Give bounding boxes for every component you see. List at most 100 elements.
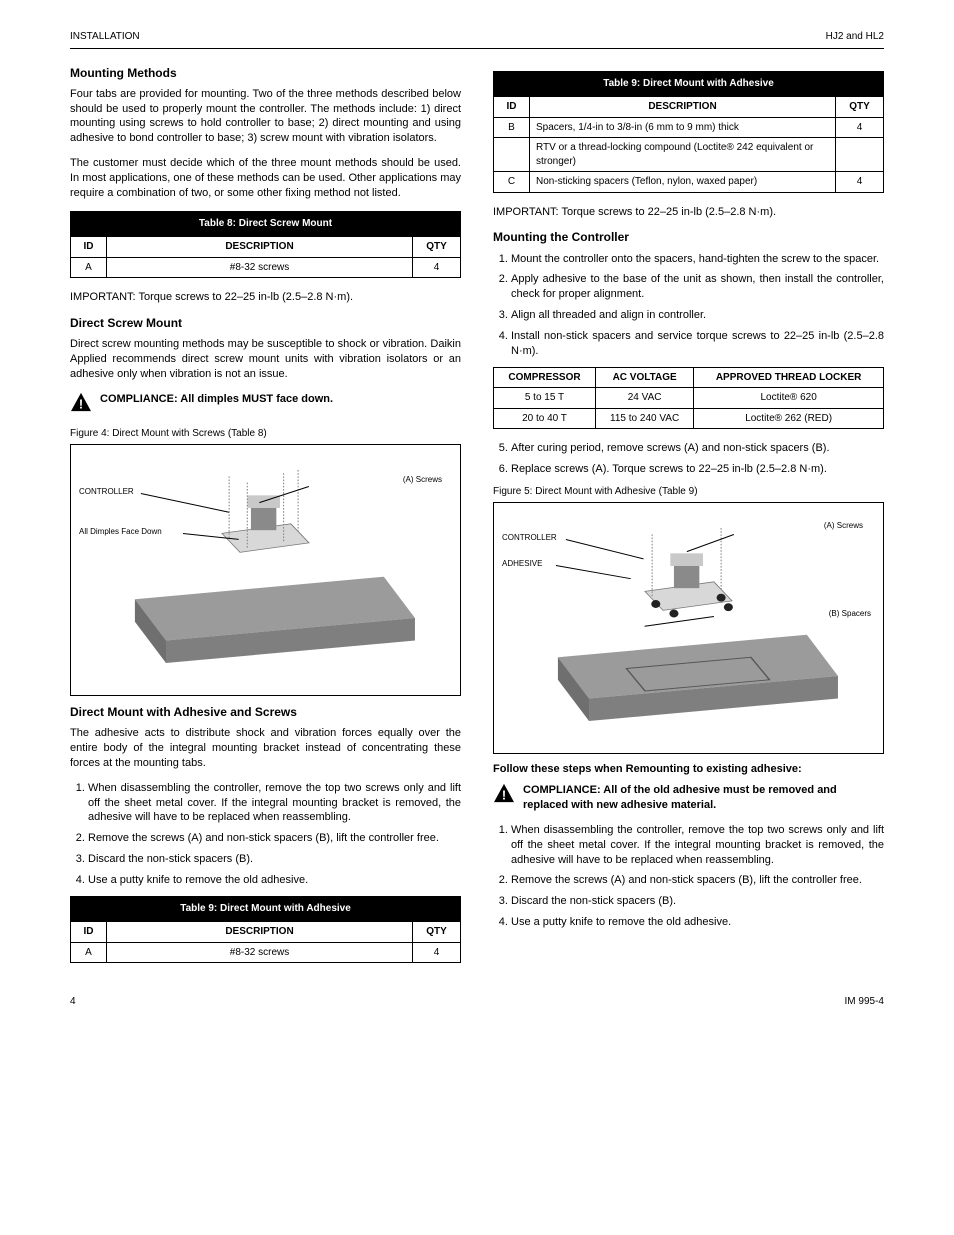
table-9b-r2c2: 4 bbox=[836, 172, 884, 193]
list-item: Apply adhesive to the base of the unit a… bbox=[511, 272, 884, 302]
figure-4-slab bbox=[110, 558, 421, 671]
table-row: B Spacers, 1/4-in to 3/8-in (6 mm to 9 m… bbox=[494, 117, 884, 138]
footer-page: 4 bbox=[70, 995, 76, 1009]
page-header: INSTALLATION HJ2 and HL2 bbox=[70, 30, 884, 44]
svg-text:!: ! bbox=[502, 787, 506, 802]
figure-5-slab bbox=[533, 616, 844, 729]
table-row: RTV or a thread-locking compound (Loctit… bbox=[494, 138, 884, 172]
table-9b-h1: DESCRIPTION bbox=[530, 97, 836, 118]
mounting-methods-para1: Four tabs are provided for mounting. Two… bbox=[70, 87, 461, 146]
section-title-mounting-methods: Mounting Methods bbox=[70, 65, 461, 81]
table-9b-r1c2 bbox=[836, 138, 884, 172]
table-10-r0c0: 5 to 15 T bbox=[494, 388, 596, 409]
table-10-h2: APPROVED THREAD LOCKER bbox=[694, 367, 884, 388]
list-item: Align all threaded and align in controll… bbox=[511, 308, 884, 323]
header-right: HJ2 and HL2 bbox=[826, 30, 884, 44]
table-10-r1c1: 115 to 240 VAC bbox=[595, 408, 693, 429]
table-8-caption: Table 8: Direct Screw Mount bbox=[70, 211, 461, 237]
table-8: Table 8: Direct Screw Mount ID DESCRIPTI… bbox=[70, 211, 461, 279]
header-rule bbox=[70, 48, 884, 49]
list-item: Remove the screws (A) and non-stick spac… bbox=[88, 831, 461, 846]
table-9b-r1c0 bbox=[494, 138, 530, 172]
table-row: 20 to 40 T 115 to 240 VAC Loctite® 262 (… bbox=[494, 408, 884, 429]
table-8-h1: DESCRIPTION bbox=[107, 237, 413, 258]
table-9-caption: Table 9: Direct Mount with Adhesive bbox=[70, 896, 461, 922]
page-footer: 4 IM 995-4 bbox=[70, 995, 884, 1009]
list-item: Use a putty knife to remove the old adhe… bbox=[88, 873, 461, 888]
table-9b-h2: QTY bbox=[836, 97, 884, 118]
table-10-h0: COMPRESSOR bbox=[494, 367, 596, 388]
fig5-lbl-spacers: (B) Spacers bbox=[829, 609, 871, 620]
section-title-direct-screw: Direct Screw Mount bbox=[70, 315, 461, 331]
fig5-lbl-adhesive: ADHESIVE bbox=[502, 559, 542, 570]
table-row: COMPRESSOR AC VOLTAGE APPROVED THREAD LO… bbox=[494, 367, 884, 388]
adhesive-para: The adhesive acts to distribute shock an… bbox=[70, 726, 461, 771]
table-9-h1: DESCRIPTION bbox=[107, 922, 413, 943]
section-title-mounting-ctrl: Mounting the Controller bbox=[493, 229, 884, 245]
list-item: After curing period, remove screws (A) a… bbox=[511, 441, 884, 456]
figure-4: CONTROLLER All Dimples Face Down (A) Scr… bbox=[70, 444, 461, 696]
table-9b-note: IMPORTANT: Torque screws to 22–25 in-lb … bbox=[493, 205, 884, 220]
table-row: 5 to 15 T 24 VAC Loctite® 620 bbox=[494, 388, 884, 409]
table-9b-r2c1: Non-sticking spacers (Teflon, nylon, wax… bbox=[530, 172, 836, 193]
table-9b: Table 9: Direct Mount with Adhesive ID D… bbox=[493, 71, 884, 193]
compliance-text: COMPLIANCE: All dimples MUST face down. bbox=[100, 392, 461, 407]
figure-5: CONTROLLER ADHESIVE (A) Screws (B) Space… bbox=[493, 502, 884, 754]
table-8-r0c0: A bbox=[71, 257, 107, 278]
header-left: INSTALLATION bbox=[70, 30, 140, 44]
fig5-lbl-controller: CONTROLLER bbox=[502, 533, 557, 544]
table-10-h1: AC VOLTAGE bbox=[595, 367, 693, 388]
table-row: ID DESCRIPTION QTY bbox=[71, 237, 461, 258]
figure-4-gizmo bbox=[211, 470, 320, 565]
table-9b-r2c0: C bbox=[494, 172, 530, 193]
table-9-h0: ID bbox=[71, 922, 107, 943]
fig5-lbl-screws: (A) Screws bbox=[824, 521, 863, 532]
list-item: Discard the non-stick spacers (B). bbox=[88, 852, 461, 867]
list-item: When disassembling the controller, remov… bbox=[88, 781, 461, 826]
mounting-methods-para2: The customer must decide which of the th… bbox=[70, 156, 461, 201]
table-9b-r0c0: B bbox=[494, 117, 530, 138]
table-row: ID DESCRIPTION QTY bbox=[71, 922, 461, 943]
table-9: Table 9: Direct Mount with Adhesive ID D… bbox=[70, 896, 461, 964]
table-9b-r1c1: RTV or a thread-locking compound (Loctit… bbox=[530, 138, 836, 172]
remount-steps: When disassembling the controller, remov… bbox=[511, 823, 884, 930]
table-row: A #8-32 screws 4 bbox=[71, 942, 461, 963]
mounting-steps-cont: After curing period, remove screws (A) a… bbox=[511, 441, 884, 477]
table-8-r0c2: 4 bbox=[413, 257, 461, 278]
table-9b-h0: ID bbox=[494, 97, 530, 118]
warning-icon: ! bbox=[70, 392, 92, 417]
table-10: COMPRESSOR AC VOLTAGE APPROVED THREAD LO… bbox=[493, 367, 884, 430]
figure-5-gizmo bbox=[634, 528, 743, 623]
table-9-h2: QTY bbox=[413, 922, 461, 943]
list-item: Mount the controller onto the spacers, h… bbox=[511, 252, 884, 267]
table-10-r0c1: 24 VAC bbox=[595, 388, 693, 409]
table-10-r0c2: Loctite® 620 bbox=[694, 388, 884, 409]
table-10-r1c2: Loctite® 262 (RED) bbox=[694, 408, 884, 429]
table-row: ID DESCRIPTION QTY bbox=[494, 97, 884, 118]
fig4-lbl-screws: (A) Screws bbox=[403, 475, 442, 486]
footer-rev: IM 995-4 bbox=[845, 995, 884, 1009]
table-9b-caption: Table 9: Direct Mount with Adhesive bbox=[493, 71, 884, 97]
compliance-dimples: ! COMPLIANCE: All dimples MUST face down… bbox=[70, 392, 461, 417]
two-column-layout: Mounting Methods Four tabs are provided … bbox=[70, 63, 884, 976]
table-8-note: IMPORTANT: Torque screws to 22–25 in-lb … bbox=[70, 290, 461, 305]
list-item: Replace screws (A). Torque screws to 22–… bbox=[511, 462, 884, 477]
figure-5-label: Figure 5: Direct Mount with Adhesive (Ta… bbox=[493, 485, 884, 499]
adhesive-steps: When disassembling the controller, remov… bbox=[88, 781, 461, 888]
table-9-r0c1: #8-32 screws bbox=[107, 942, 413, 963]
table-9-r0c0: A bbox=[71, 942, 107, 963]
svg-text:!: ! bbox=[79, 396, 83, 411]
list-item: Discard the non-stick spacers (B). bbox=[511, 894, 884, 909]
fig4-lbl-dimples: All Dimples Face Down bbox=[79, 527, 162, 538]
compliance-text: COMPLIANCE: All of the old adhesive must… bbox=[523, 783, 884, 813]
list-item: Remove the screws (A) and non-stick spac… bbox=[511, 873, 884, 888]
right-column: Table 9: Direct Mount with Adhesive ID D… bbox=[493, 63, 884, 976]
fig4-lbl-controller: CONTROLLER bbox=[79, 487, 134, 498]
section-title-remount: Follow these steps when Remounting to ex… bbox=[493, 762, 884, 777]
table-9b-r0c1: Spacers, 1/4-in to 3/8-in (6 mm to 9 mm)… bbox=[530, 117, 836, 138]
table-8-h0: ID bbox=[71, 237, 107, 258]
mounting-steps: Mount the controller onto the spacers, h… bbox=[511, 252, 884, 359]
list-item: When disassembling the controller, remov… bbox=[511, 823, 884, 868]
table-row: A #8-32 screws 4 bbox=[71, 257, 461, 278]
figure-4-label: Figure 4: Direct Mount with Screws (Tabl… bbox=[70, 427, 461, 441]
